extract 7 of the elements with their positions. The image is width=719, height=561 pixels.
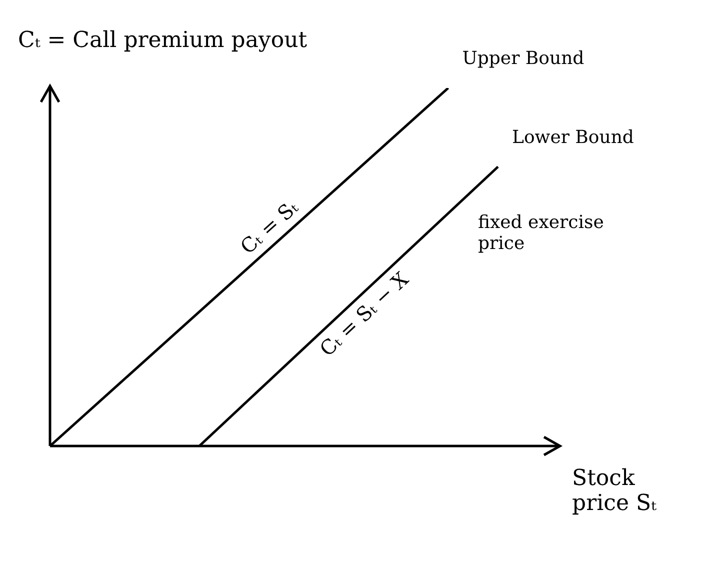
annotation: fixed exercise price xyxy=(478,212,605,254)
text: Cₜ = Sₜ xyxy=(236,195,302,259)
text: Cₜ = Sₜ − X xyxy=(314,267,413,362)
text: Upper Bound xyxy=(462,48,584,69)
annotation: Lower Bound xyxy=(512,126,634,148)
x-axis-title: Stock price Sₜ xyxy=(572,466,658,516)
y-axis-title: Cₜ = Call premium payout xyxy=(18,28,308,53)
